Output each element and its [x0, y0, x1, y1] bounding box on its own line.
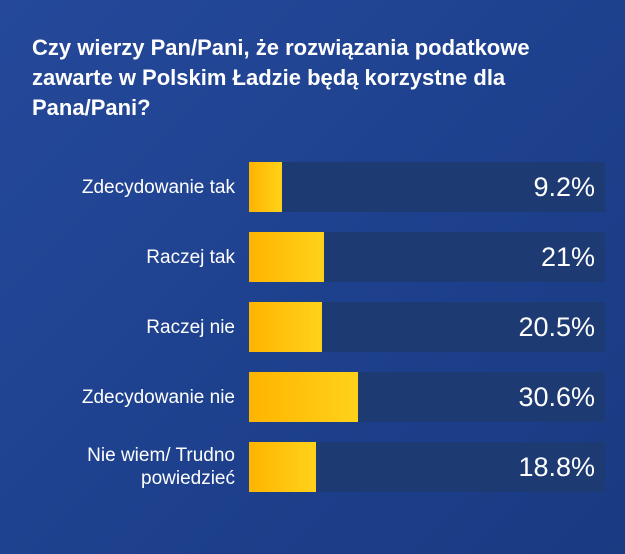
bar: [249, 162, 282, 212]
value-label: 20.5%: [518, 312, 595, 342]
bar: [249, 372, 358, 422]
bar-track: 21%: [249, 232, 605, 282]
chart-title: Czy wierzy Pan/Pani, że rozwiązania poda…: [32, 35, 530, 120]
category-label: Raczej nie: [146, 316, 235, 338]
bar-track: 20.5%: [249, 302, 605, 352]
value-label: 18.8%: [518, 452, 595, 482]
category-label: Raczej tak: [146, 246, 235, 268]
bar-track: 9.2%: [249, 162, 605, 212]
value-label: 21%: [540, 242, 595, 272]
bar: [249, 232, 324, 282]
value-label: 30.6%: [518, 382, 595, 412]
category-label: Zdecydowanie tak: [81, 176, 235, 198]
bar: [249, 442, 316, 492]
category-label: Zdecydowanie nie: [81, 386, 235, 408]
bar-track: 18.8%: [249, 442, 605, 492]
bar-track: 30.6%: [249, 372, 605, 422]
value-label: 9.2%: [533, 172, 595, 202]
category-label: Nie wiem/ Trudno powiedzieć: [87, 445, 235, 489]
bar: [249, 302, 322, 352]
